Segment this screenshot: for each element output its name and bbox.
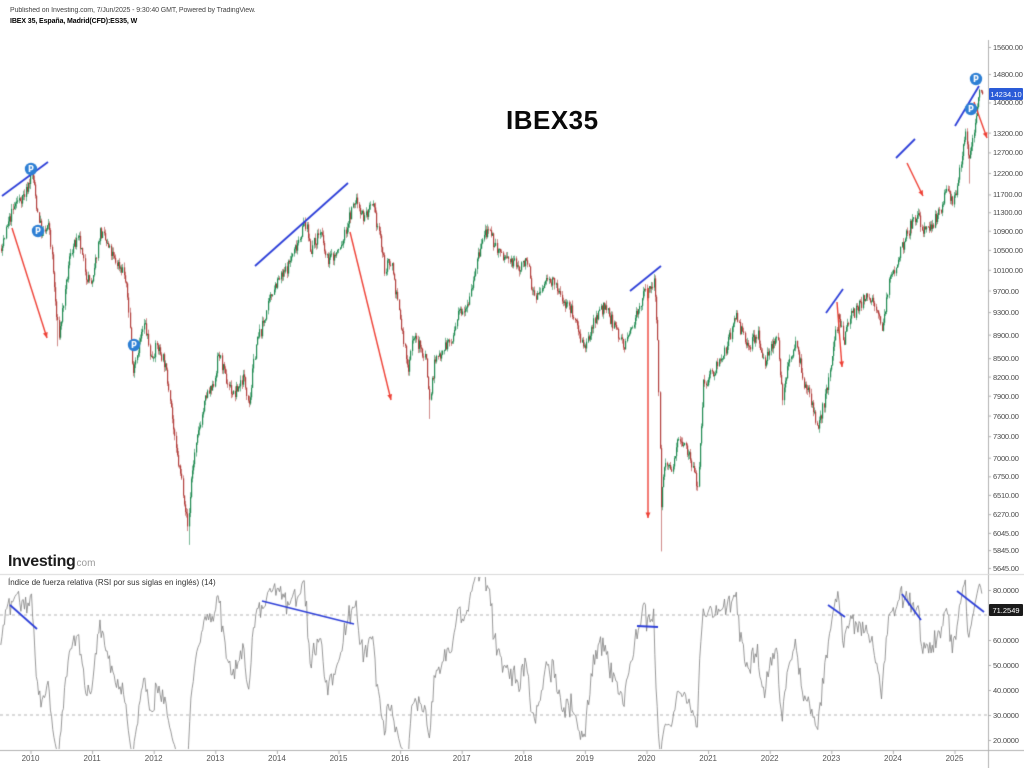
price-tick-label: 10100.00	[993, 265, 1023, 275]
investing-logo: Investingcom	[8, 553, 95, 571]
price-tick-label: 8500.00	[993, 354, 1019, 364]
price-tick-label: 10500.00	[993, 245, 1023, 255]
year-label: 2017	[452, 754, 471, 763]
year-label: 2020	[637, 754, 656, 763]
price-tick-label: 12700.00	[993, 148, 1023, 158]
price-tick-label: 7600.00	[993, 411, 1019, 421]
price-tick-label: 7900.00	[993, 391, 1019, 401]
price-tick-label: 14000.00	[993, 98, 1023, 108]
year-label: 2024	[883, 754, 902, 763]
year-label: 2021	[699, 754, 717, 763]
rsi-tick-label: 30.0000	[993, 711, 1019, 720]
price-tick-label: 11700.00	[993, 190, 1023, 200]
price-tick-label: 7300.00	[993, 432, 1019, 442]
price-tick-label: 7000.00	[993, 453, 1019, 463]
price-tick-label: 8900.00	[993, 330, 1019, 340]
year-label: 2013	[206, 754, 225, 763]
price-tick-label: 5645.00	[993, 563, 1019, 573]
rsi-tick-label: 40.0000	[993, 686, 1019, 695]
published-line: Published on Investing.com, 7/Jun/2025 -…	[10, 7, 256, 14]
chart-title: IBEX35	[506, 105, 599, 135]
price-tick-label: 8200.00	[993, 372, 1019, 382]
rsi-tick-label: 80.0000	[993, 586, 1019, 595]
price-tick-label: 5845.00	[993, 546, 1019, 556]
year-label: 2015	[329, 754, 348, 763]
rsi-tick-label: 50.0000	[993, 661, 1019, 670]
rsi-tick-label: 60.0000	[993, 636, 1019, 645]
rsi-indicator-label: Índice de fuerza relativa (RSI por sus s…	[8, 578, 216, 587]
price-tick-label: 6045.00	[993, 528, 1019, 538]
price-tick-label: 10900.00	[993, 226, 1023, 236]
price-tick-label: 14800.00	[993, 69, 1023, 79]
year-label: 2023	[822, 754, 841, 763]
year-label: 2016	[391, 754, 409, 763]
price-tick-label: 15600.00	[993, 43, 1023, 52]
year-label: 2022	[760, 754, 779, 763]
investing-logo-main: Investing	[8, 553, 76, 570]
last-price-badge: 14234.10	[989, 88, 1023, 100]
symbol-line: IBEX 35, España, Madrid(CFD):ES35, W	[10, 18, 138, 25]
price-tick-label: 9300.00	[993, 308, 1019, 318]
rsi-value-badge: 71.2549	[989, 604, 1023, 616]
price-tick-label: 9700.00	[993, 286, 1019, 296]
price-tick-label: 13200.00	[993, 128, 1023, 138]
rsi-tick-label: 20.0000	[993, 736, 1019, 745]
year-label: 2010	[21, 754, 40, 763]
year-label: 2018	[514, 754, 533, 763]
year-label: 2019	[575, 754, 594, 763]
year-label: 2025	[945, 754, 964, 763]
price-tick-label: 12200.00	[993, 168, 1023, 178]
year-label: 2014	[267, 754, 286, 763]
year-label: 2012	[144, 754, 163, 763]
investing-logo-suffix: com	[76, 558, 96, 569]
price-tick-label: 11300.00	[993, 208, 1023, 218]
price-tick-label: 6510.00	[993, 490, 1019, 500]
price-tick-label: 6270.00	[993, 510, 1019, 520]
price-tick-label: 6750.00	[993, 472, 1019, 482]
year-label: 2011	[83, 754, 101, 763]
